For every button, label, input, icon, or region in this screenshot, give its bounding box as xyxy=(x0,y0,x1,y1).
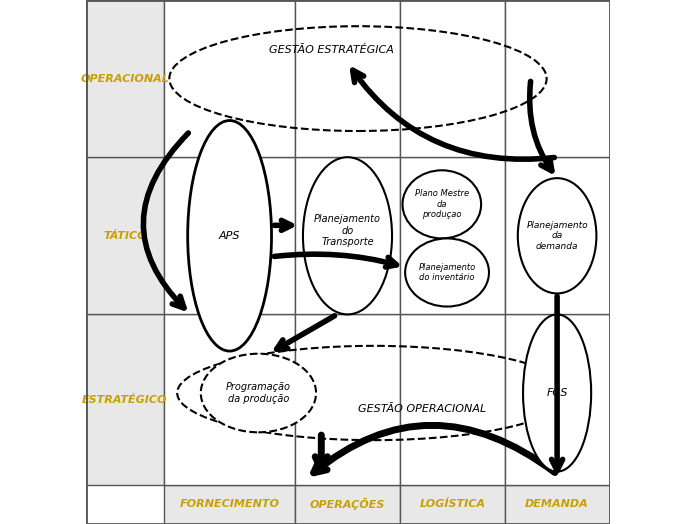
Bar xyxy=(164,314,295,485)
Ellipse shape xyxy=(518,178,596,293)
Bar xyxy=(85,314,164,485)
Bar xyxy=(85,0,164,157)
Text: LOGÍSTICA: LOGÍSTICA xyxy=(419,499,485,509)
Text: TÁTICO: TÁTICO xyxy=(103,231,147,241)
Ellipse shape xyxy=(303,157,392,314)
Text: Planejamento
da
demanda: Planejamento da demanda xyxy=(526,221,588,250)
Bar xyxy=(295,485,400,524)
Bar xyxy=(85,157,164,314)
Text: FORNECIMENTO: FORNECIMENTO xyxy=(179,499,279,509)
Text: OPERACIONAL: OPERACIONAL xyxy=(81,73,170,84)
Bar xyxy=(400,0,505,157)
Ellipse shape xyxy=(523,314,591,472)
Text: Planejamento
do inventário: Planejamento do inventário xyxy=(418,263,475,282)
Text: DEMANDA: DEMANDA xyxy=(525,499,589,509)
Ellipse shape xyxy=(402,170,481,238)
Bar xyxy=(295,0,400,157)
Bar xyxy=(295,157,400,314)
Text: APS: APS xyxy=(219,231,240,241)
Bar xyxy=(295,314,400,485)
Bar xyxy=(505,157,610,314)
Bar xyxy=(164,157,295,314)
Text: GESTÃO ESTRATÉGICA: GESTÃO ESTRATÉGICA xyxy=(269,45,394,55)
Bar xyxy=(505,314,610,485)
Bar xyxy=(505,0,610,157)
Text: ESTRATÉGICO: ESTRATÉGICO xyxy=(82,395,167,405)
Text: Planejamento
do
Transporte: Planejamento do Transporte xyxy=(314,214,381,247)
Text: FCS: FCS xyxy=(546,388,568,398)
Bar xyxy=(400,314,505,485)
Text: Programação
da produção: Programação da produção xyxy=(226,382,291,404)
Bar xyxy=(400,485,505,524)
Ellipse shape xyxy=(201,354,316,432)
Text: OPERAÇÕES: OPERAÇÕES xyxy=(310,498,385,510)
Bar xyxy=(164,0,295,157)
Bar xyxy=(164,485,295,524)
Ellipse shape xyxy=(188,121,272,351)
Ellipse shape xyxy=(405,238,489,307)
Bar xyxy=(505,485,610,524)
Bar xyxy=(400,157,505,314)
Text: GESTÃO OPERACIONAL: GESTÃO OPERACIONAL xyxy=(358,403,486,414)
Text: Plano Mestre
da
produçao: Plano Mestre da produçao xyxy=(415,190,469,219)
